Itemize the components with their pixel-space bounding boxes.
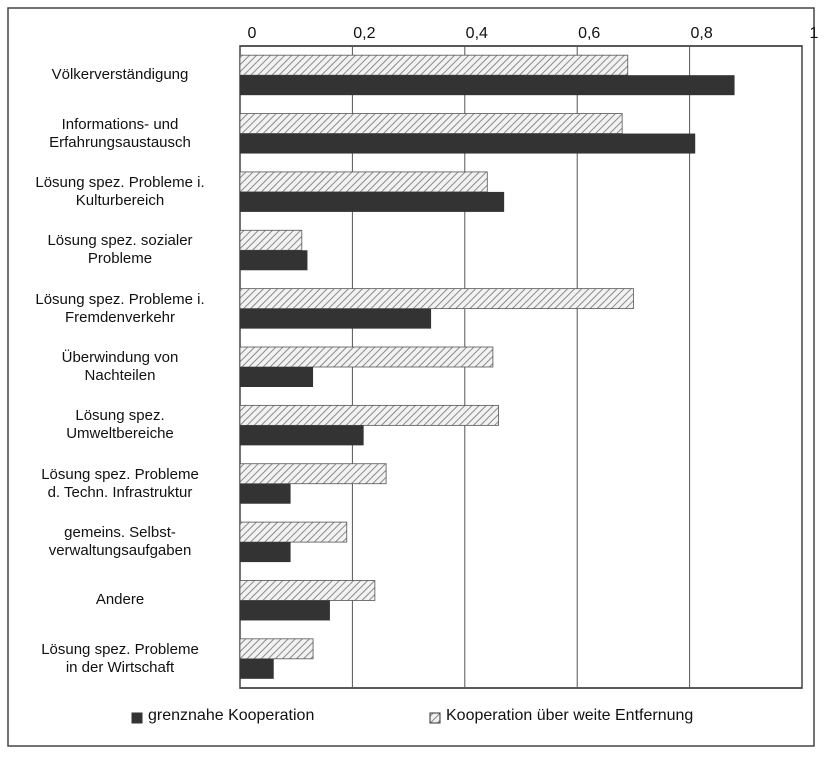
bar (240, 542, 291, 563)
x-tick-label: 0,8 (690, 25, 712, 42)
bar (239, 580, 376, 601)
category-label: Lösung spez. Probleme in der Wirtschaft (41, 640, 199, 676)
bar (240, 367, 314, 387)
bar (239, 113, 623, 134)
category-label: Lösung spez. Probleme i. Kulturbereich (35, 173, 205, 209)
bar (239, 229, 303, 251)
bar (240, 483, 291, 504)
category-label: Lösung spez. Umweltbereiche (66, 407, 174, 443)
bar (239, 404, 499, 426)
bar (239, 171, 488, 193)
category-label: Lösung spez. Probleme d. Techn. Infrastr… (41, 465, 199, 501)
bar (240, 75, 735, 96)
legend-swatch (429, 712, 441, 724)
category-label: Andere (95, 591, 145, 609)
frame (7, 7, 815, 747)
bar (240, 658, 274, 679)
x-tick-label: 1 (810, 25, 819, 42)
x-tick-label: 0,2 (353, 25, 375, 42)
category-label: Informations- und Erfahrungsaustausch (49, 115, 191, 151)
category-label: Völkerverständigung (51, 66, 189, 84)
bar (240, 133, 696, 154)
bar (240, 425, 364, 446)
category-label: Überwindung von Nachteilen (61, 349, 179, 384)
x-tick-label: 0,6 (578, 25, 600, 42)
x-tick-label: 0 (248, 25, 257, 42)
bar (239, 638, 314, 660)
legend-label: Kooperation über weite Entfernung (446, 707, 693, 724)
bar (239, 463, 387, 485)
category-label: gemeins. Selbst- verwaltungsaufgaben (48, 524, 192, 560)
bar (239, 346, 494, 368)
category-label: Lösung spez. sozialer Probleme (47, 232, 193, 268)
x-tick-label: 0,4 (466, 25, 488, 42)
bar (240, 250, 308, 271)
legend-label: grenznahe Kooperation (148, 707, 314, 724)
bar (240, 600, 330, 621)
category-label: Lösung spez. Probleme i. Fremdenverkehr (35, 290, 205, 326)
bar (240, 308, 432, 329)
bar (239, 288, 634, 310)
bar (239, 521, 348, 543)
bar (240, 191, 505, 212)
legend-swatch (131, 712, 143, 724)
bar (239, 54, 629, 76)
